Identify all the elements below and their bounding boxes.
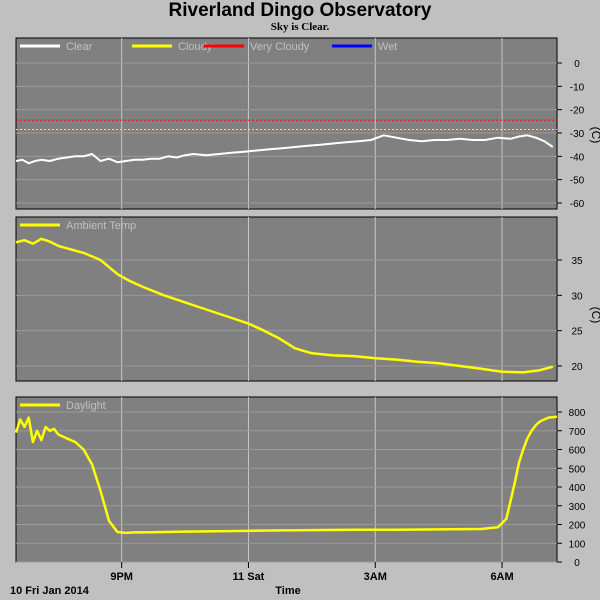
ambient-ytick-label: 35	[571, 256, 583, 267]
daylight-plot-area	[15, 396, 558, 563]
daylight-ytick-label: 400	[569, 483, 586, 494]
sky-yunit-label: (C)	[589, 127, 600, 144]
x-axis-title: Time	[275, 585, 300, 597]
sky-ytick-label: 0	[574, 59, 580, 70]
sky-legend-label-clear: Clear	[66, 41, 93, 53]
daylight-ytick-label: 700	[569, 427, 586, 438]
daylight-ytick-label: 500	[569, 464, 586, 475]
daylight-ytick-label: 0	[574, 558, 580, 569]
ambient-plot-area	[15, 216, 558, 382]
sky-ytick-label: -60	[570, 199, 585, 210]
ambient-series-ambient-temp	[15, 237, 554, 374]
sky-legend-label-cloudy: Cloudy	[178, 41, 213, 53]
ambient-ytick-label: 30	[571, 291, 583, 302]
daylight-ytick-label: 100	[569, 539, 586, 550]
sky-ytick-label: -50	[570, 176, 585, 187]
sky-legend-label-wet: Wet	[378, 41, 397, 53]
x-axis-date-label: 10 Fri Jan 2014	[10, 585, 90, 597]
x-tick-label: 9PM	[110, 571, 133, 583]
sky-series-clear	[15, 134, 554, 165]
daylight-ytick-label: 600	[569, 446, 586, 457]
ambient-legend-label-ambient-temp: Ambient Temp	[66, 220, 136, 232]
daylight-ytick-label: 800	[569, 408, 586, 419]
sky-ytick-label: -30	[570, 129, 585, 140]
daylight-series-daylight	[14, 415, 558, 535]
page-title: Riverland Dingo Observatory	[168, 0, 432, 21]
x-tick-label: 6AM	[490, 571, 513, 583]
sky-ytick-label: -20	[570, 106, 585, 117]
daylight-legend-label-daylight: Daylight	[66, 400, 106, 412]
x-tick-label: 11 Sat	[233, 571, 265, 583]
sky-ytick-label: -40	[570, 152, 585, 163]
daylight-ytick-label: 200	[569, 521, 586, 532]
sky-status-subtitle: Sky is Clear.	[270, 21, 330, 33]
ambient-ytick-label: 20	[571, 362, 583, 373]
x-tick-label: 3AM	[364, 571, 387, 583]
ambient-ytick-label: 25	[571, 327, 583, 338]
sky-ytick-label: -10	[570, 82, 585, 93]
sky-legend-label-very-cloudy: Very Cloudy	[250, 41, 310, 53]
daylight-ytick-label: 300	[569, 502, 586, 513]
ambient-yunit-label: (C)	[589, 307, 600, 324]
sky-plot-area	[15, 37, 558, 210]
